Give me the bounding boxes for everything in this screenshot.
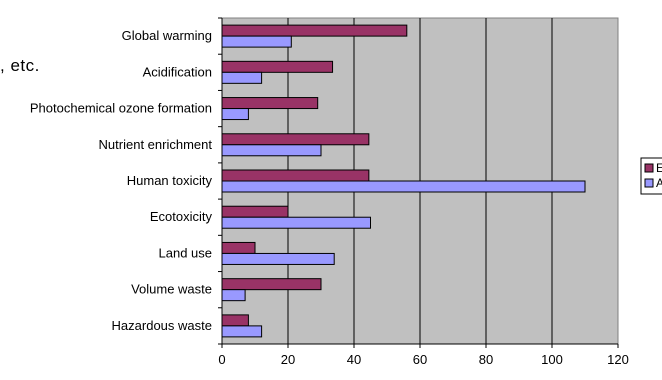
bar-e-8 [221, 314, 249, 327]
bar-e-3 [221, 133, 370, 146]
bar-a-8 [221, 325, 263, 338]
x-tick-label: 100 [541, 352, 563, 367]
legend-swatch-e [644, 163, 654, 173]
bar-a-0 [221, 35, 292, 48]
bar-e-4 [221, 169, 370, 182]
overlay-fragment-text: , etc. [0, 56, 40, 75]
y-category-label: Ecotoxicity [150, 209, 213, 224]
bar-a-3 [221, 144, 322, 157]
y-category-label: Photochemical ozone formation [30, 101, 212, 116]
x-tick-label: 60 [413, 352, 427, 367]
y-category-label: Hazardous waste [112, 318, 212, 333]
bar-e-6 [221, 241, 256, 254]
bar-e-7 [221, 278, 322, 291]
bar-e-2 [221, 97, 319, 110]
bar-e-0 [221, 24, 408, 37]
bar-e-1 [221, 60, 334, 73]
bars [221, 24, 586, 338]
legend-label-a: A [656, 176, 662, 190]
legend-label-e: E [656, 161, 662, 175]
y-category-label: Acidification [143, 64, 212, 79]
bar-e-5 [221, 205, 289, 218]
bar-a-6 [221, 252, 335, 265]
x-tick-label: 120 [607, 352, 629, 367]
y-category-label: Global warming [122, 28, 212, 43]
x-tick-label: 40 [347, 352, 361, 367]
bar-a-2 [221, 108, 249, 121]
y-category-label: Human toxicity [127, 173, 213, 188]
bar-a-4 [221, 180, 586, 193]
y-category-label: Volume waste [131, 282, 212, 297]
y-category-label: Nutrient enrichment [99, 137, 213, 152]
y-axis: Global warming Acidification Photochemical… [30, 17, 223, 345]
y-category-label: Land use [159, 245, 213, 260]
bar-a-5 [221, 216, 371, 229]
x-tick-label: 20 [281, 352, 295, 367]
legend-swatch-a [644, 178, 654, 188]
x-tick-label: 0 [218, 352, 225, 367]
bar-a-1 [221, 71, 263, 84]
x-tick-label: 80 [479, 352, 493, 367]
bar-a-7 [221, 289, 246, 302]
x-axis: 0 20 40 60 80 100 120 [218, 343, 629, 367]
legend: EA [640, 157, 662, 195]
